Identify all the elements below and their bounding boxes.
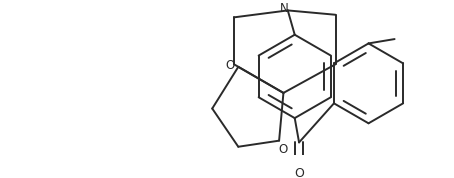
Text: O: O	[225, 59, 234, 72]
Text: N: N	[280, 2, 289, 15]
Text: O: O	[278, 143, 287, 156]
Text: O: O	[294, 167, 304, 178]
